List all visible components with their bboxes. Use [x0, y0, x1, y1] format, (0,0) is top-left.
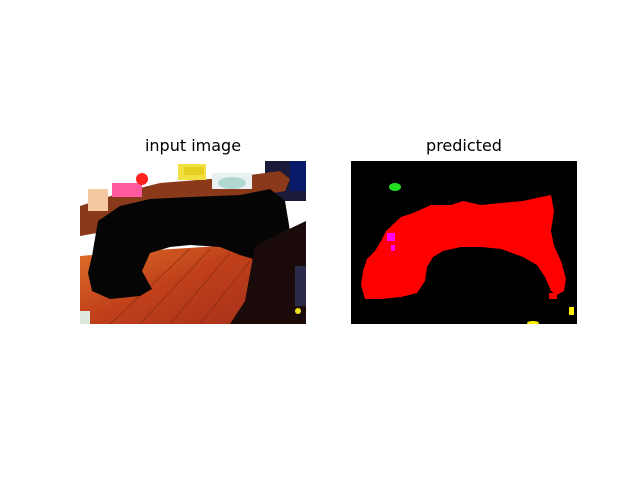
cup-item — [88, 189, 108, 211]
input-image — [80, 161, 306, 324]
mask-green-blob — [389, 183, 401, 191]
red-item — [136, 173, 148, 185]
input-photo-illustration — [80, 161, 306, 324]
panel-title-predicted: predicted — [426, 136, 502, 155]
cabinet-side — [230, 221, 306, 324]
cat-silhouette — [88, 189, 290, 299]
mask-magenta-blob — [387, 233, 395, 241]
mask-illustration — [351, 161, 577, 324]
mask-red-region — [361, 195, 566, 299]
predicted-mask — [351, 161, 577, 324]
mask-yellow-blob — [527, 321, 539, 324]
panel-title-input: input image — [144, 136, 242, 155]
pink-item — [112, 183, 142, 197]
